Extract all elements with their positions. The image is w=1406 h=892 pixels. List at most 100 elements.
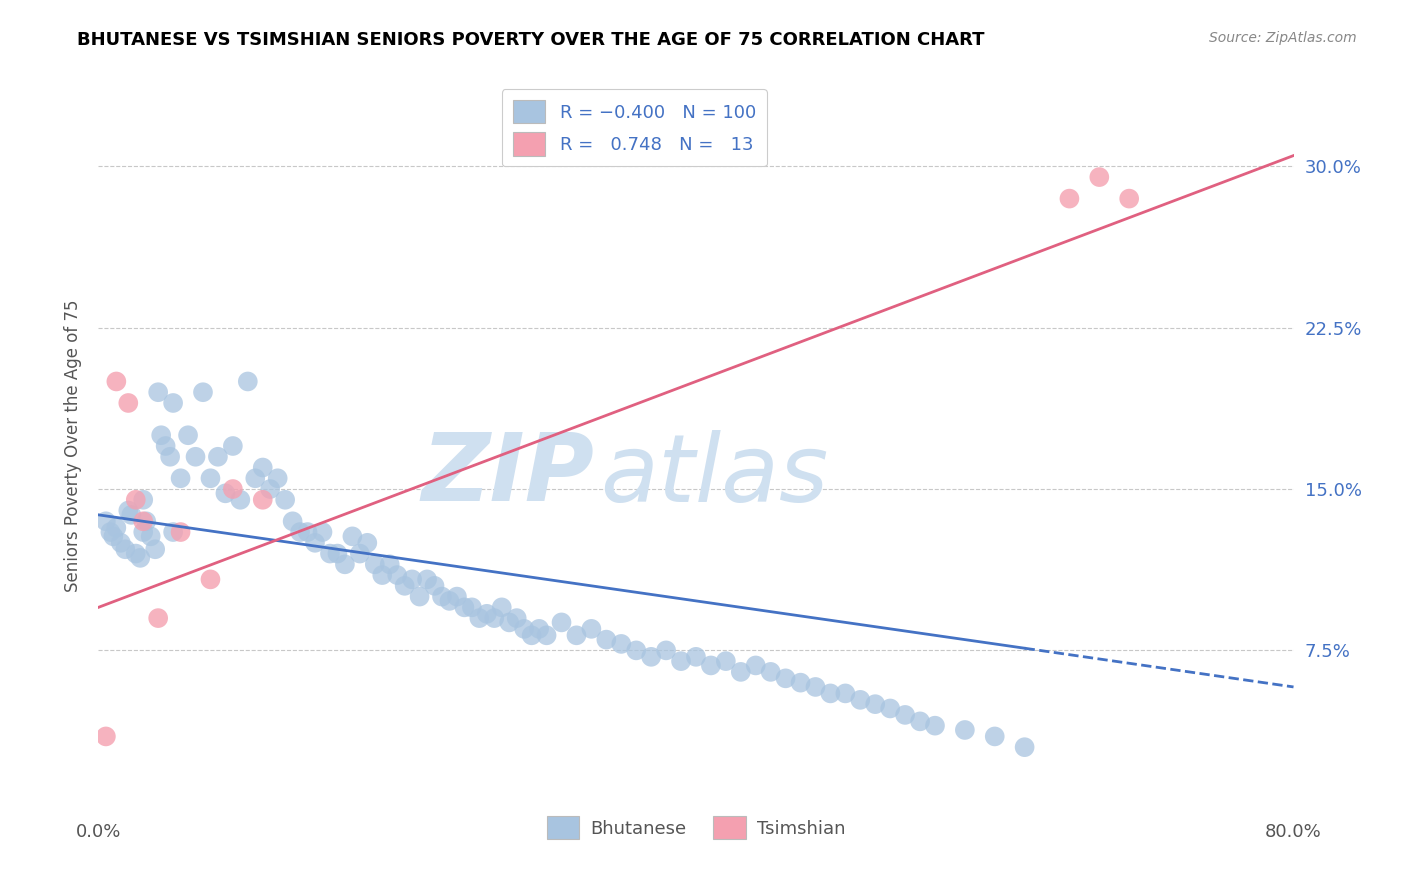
Point: [984, 730, 1007, 744]
Point: [401, 573, 423, 587]
Point: [184, 450, 207, 464]
Point: [311, 524, 333, 539]
Point: [394, 579, 416, 593]
Point: [759, 665, 782, 679]
Point: [655, 643, 678, 657]
Point: [385, 568, 409, 582]
Point: [491, 600, 513, 615]
Point: [349, 547, 371, 561]
Point: [259, 482, 281, 496]
Point: [94, 730, 117, 744]
Point: [1059, 192, 1081, 206]
Point: [222, 482, 245, 496]
Point: [148, 611, 170, 625]
Point: [640, 649, 662, 664]
Point: [610, 637, 633, 651]
Point: [626, 643, 648, 657]
Point: [1118, 192, 1140, 206]
Point: [125, 547, 148, 561]
Point: [229, 492, 252, 507]
Point: [169, 471, 191, 485]
Point: [423, 579, 446, 593]
Point: [453, 600, 475, 615]
Point: [319, 547, 342, 561]
Point: [342, 529, 364, 543]
Point: [775, 671, 797, 685]
Point: [326, 547, 349, 561]
Point: [378, 558, 401, 572]
Point: [103, 529, 125, 543]
Point: [94, 514, 117, 528]
Point: [162, 396, 184, 410]
Point: [924, 719, 946, 733]
Point: [430, 590, 453, 604]
Point: [484, 611, 506, 625]
Point: [105, 521, 128, 535]
Point: [879, 701, 901, 715]
Point: [288, 524, 311, 539]
Point: [191, 385, 214, 400]
Point: [169, 524, 191, 539]
Point: [117, 503, 139, 517]
Point: [669, 654, 692, 668]
Point: [565, 628, 588, 642]
Text: atlas: atlas: [600, 430, 828, 521]
Point: [364, 558, 387, 572]
Point: [117, 396, 139, 410]
Point: [730, 665, 752, 679]
Point: [125, 492, 148, 507]
Point: [849, 693, 872, 707]
Text: ZIP: ZIP: [422, 429, 595, 521]
Point: [468, 611, 491, 625]
Point: [200, 573, 222, 587]
Point: [304, 536, 326, 550]
Point: [200, 471, 222, 485]
Point: [135, 514, 157, 528]
Point: [685, 649, 707, 664]
Point: [371, 568, 394, 582]
Point: [132, 492, 155, 507]
Point: [129, 550, 152, 565]
Point: [252, 492, 274, 507]
Point: [581, 622, 603, 636]
Point: [804, 680, 827, 694]
Point: [356, 536, 378, 550]
Point: [252, 460, 274, 475]
Point: [207, 450, 229, 464]
Point: [894, 707, 917, 722]
Point: [110, 536, 132, 550]
Point: [333, 558, 356, 572]
Point: [148, 385, 170, 400]
Point: [120, 508, 142, 522]
Point: [297, 524, 319, 539]
Point: [105, 375, 128, 389]
Point: [506, 611, 529, 625]
Text: Source: ZipAtlas.com: Source: ZipAtlas.com: [1209, 31, 1357, 45]
Point: [159, 450, 181, 464]
Point: [408, 590, 430, 604]
Point: [789, 675, 811, 690]
Point: [446, 590, 468, 604]
Legend: Bhutanese, Tsimshian: Bhutanese, Tsimshian: [540, 809, 852, 847]
Point: [98, 524, 122, 539]
Point: [865, 697, 887, 711]
Point: [745, 658, 768, 673]
Point: [527, 622, 550, 636]
Point: [820, 686, 842, 700]
Point: [222, 439, 245, 453]
Point: [439, 594, 461, 608]
Point: [513, 622, 536, 636]
Point: [143, 542, 166, 557]
Point: [236, 375, 259, 389]
Point: [461, 600, 484, 615]
Point: [1088, 170, 1111, 185]
Point: [550, 615, 572, 630]
Point: [132, 514, 155, 528]
Point: [536, 628, 558, 642]
Point: [416, 573, 439, 587]
Point: [214, 486, 236, 500]
Point: [150, 428, 173, 442]
Point: [953, 723, 976, 737]
Point: [714, 654, 737, 668]
Point: [162, 524, 184, 539]
